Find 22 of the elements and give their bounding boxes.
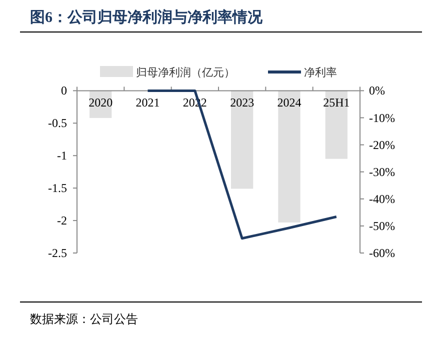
x-tick-label: 2023 [230,96,254,110]
y-tick-label: -1 [57,148,67,163]
y2-tick-label: -10% [369,110,395,125]
y2-tick-label: -60% [369,246,395,260]
x-tick-label: 25H1 [323,96,350,110]
source-note: 数据来源：公司公告 [30,312,138,326]
legend-label: 净利率 [304,66,337,79]
y-tick-label: 0 [61,84,67,98]
y-tick-label: -0.5 [48,116,67,130]
y2-tick-label: 0% [369,84,385,98]
x-tick-label: 2021 [136,96,160,110]
legend-label: 归母净利润（亿元） [136,66,235,79]
x-tick-label: 2024 [277,96,302,110]
y-tick-label: -2.5 [48,246,67,260]
y2-tick-label: -50% [369,218,395,233]
y-tick-label: -1.5 [48,181,67,196]
y2-tick-label: -20% [369,138,395,152]
chart-title: 图6：公司归母净利润与净利率情况 [30,8,264,26]
y2-tick-label: -30% [369,164,395,179]
y2-tick-label: -40% [369,192,395,206]
y-tick-label: -2 [57,214,67,228]
x-tick-label: 2020 [88,96,113,110]
